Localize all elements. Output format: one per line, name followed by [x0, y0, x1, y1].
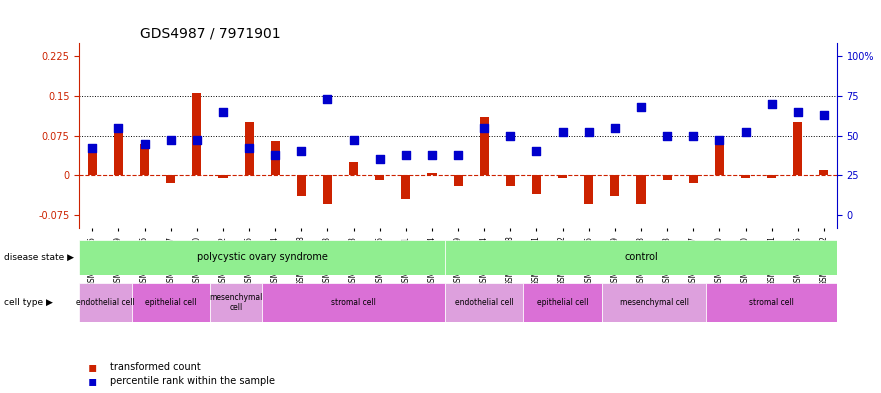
Bar: [245, 122, 254, 175]
Bar: [167, 175, 175, 183]
Point: [503, 132, 517, 139]
Text: transformed count: transformed count: [110, 362, 201, 373]
Text: disease state ▶: disease state ▶: [4, 253, 74, 262]
Bar: [663, 175, 671, 180]
Point: [556, 129, 570, 136]
Bar: [793, 122, 803, 175]
Bar: [584, 175, 593, 204]
FancyBboxPatch shape: [707, 283, 837, 322]
Text: endothelial cell: endothelial cell: [76, 298, 135, 307]
Point: [581, 129, 596, 136]
Point: [216, 109, 230, 115]
Bar: [767, 175, 776, 178]
Text: mesenchymal cell: mesenchymal cell: [619, 298, 689, 307]
Text: cell type ▶: cell type ▶: [4, 298, 53, 307]
Point: [189, 137, 204, 143]
Bar: [558, 175, 567, 178]
Text: endothelial cell: endothelial cell: [455, 298, 514, 307]
Text: epithelial cell: epithelial cell: [145, 298, 196, 307]
Bar: [401, 175, 411, 199]
Bar: [427, 173, 437, 175]
Point: [425, 151, 439, 158]
Text: stromal cell: stromal cell: [749, 298, 794, 307]
Point: [242, 145, 256, 151]
Point: [137, 140, 152, 147]
Point: [713, 137, 727, 143]
FancyBboxPatch shape: [210, 283, 263, 322]
Bar: [192, 94, 202, 175]
FancyBboxPatch shape: [445, 240, 837, 275]
Point: [164, 137, 178, 143]
Point: [634, 104, 648, 110]
Bar: [140, 143, 149, 175]
Point: [346, 137, 360, 143]
FancyBboxPatch shape: [131, 283, 210, 322]
Bar: [114, 128, 123, 175]
Point: [791, 109, 805, 115]
Bar: [297, 175, 306, 196]
Point: [451, 151, 465, 158]
Bar: [532, 175, 541, 194]
Point: [294, 148, 308, 154]
Bar: [479, 117, 489, 175]
Point: [660, 132, 674, 139]
Point: [817, 112, 831, 118]
Point: [399, 151, 413, 158]
Bar: [349, 162, 359, 175]
Point: [111, 125, 125, 131]
Bar: [819, 170, 828, 175]
Point: [85, 145, 100, 151]
Point: [478, 125, 492, 131]
Bar: [323, 175, 332, 204]
Point: [738, 129, 752, 136]
Bar: [611, 175, 619, 196]
Bar: [689, 175, 698, 183]
Point: [373, 156, 387, 162]
FancyBboxPatch shape: [602, 283, 707, 322]
FancyBboxPatch shape: [79, 283, 131, 322]
Bar: [270, 141, 280, 175]
Bar: [218, 175, 227, 178]
FancyBboxPatch shape: [523, 283, 602, 322]
Point: [686, 132, 700, 139]
Bar: [741, 175, 750, 178]
Point: [765, 101, 779, 107]
Text: ▪: ▪: [88, 360, 98, 375]
Text: control: control: [624, 252, 658, 263]
Text: ▪: ▪: [88, 374, 98, 388]
Bar: [506, 175, 515, 186]
Point: [608, 125, 622, 131]
FancyBboxPatch shape: [79, 240, 445, 275]
Bar: [88, 146, 97, 175]
Bar: [714, 136, 724, 175]
Text: GDS4987 / 7971901: GDS4987 / 7971901: [140, 27, 280, 40]
Point: [321, 96, 335, 102]
Bar: [454, 175, 463, 186]
Bar: [375, 175, 384, 180]
Point: [529, 148, 544, 154]
Text: epithelial cell: epithelial cell: [537, 298, 589, 307]
Text: stromal cell: stromal cell: [331, 298, 376, 307]
Bar: [636, 175, 646, 204]
Text: mesenchymal
cell: mesenchymal cell: [210, 293, 263, 312]
FancyBboxPatch shape: [445, 283, 523, 322]
Text: polycystic ovary syndrome: polycystic ovary syndrome: [196, 252, 328, 263]
Text: percentile rank within the sample: percentile rank within the sample: [110, 376, 275, 386]
FancyBboxPatch shape: [263, 283, 445, 322]
Point: [268, 151, 282, 158]
